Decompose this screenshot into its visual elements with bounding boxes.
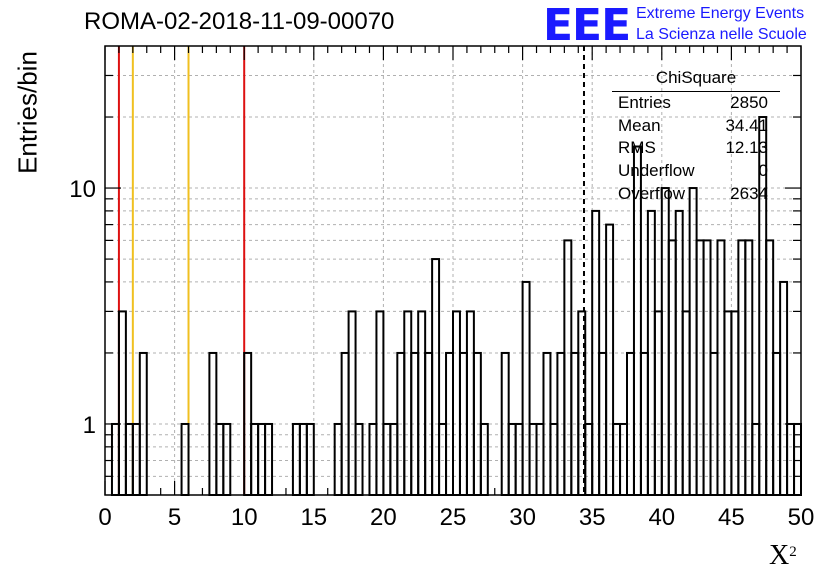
y-tick-label: 1: [83, 412, 96, 439]
histogram-bin: [695, 239, 705, 496]
histogram-bin: [452, 310, 461, 496]
x-tick-label: 25: [440, 504, 467, 531]
brand-line-1: Extreme Energy Events: [636, 5, 805, 22]
histogram-bin: [521, 280, 531, 496]
histogram-bin: [375, 310, 385, 496]
stats-value: 0: [758, 161, 768, 180]
x-tick-label: 30: [509, 504, 536, 531]
stats-label: Overflow: [618, 184, 686, 203]
histogram-bin: [653, 310, 663, 496]
stats-label: Entries: [618, 93, 671, 112]
y-tick-label: 10: [69, 176, 96, 203]
x-tick-label: 40: [648, 504, 675, 531]
histogram-bin: [737, 239, 747, 496]
stats-label: Underflow: [618, 161, 695, 180]
x-tick-label: 45: [718, 504, 745, 531]
x-tick-label: 50: [788, 504, 815, 531]
eee-logo: EEE: [543, 0, 631, 51]
stats-label: RMS: [618, 138, 656, 157]
x-tick-label: 35: [579, 504, 606, 531]
histogram-bin: [702, 239, 712, 496]
x-tick-label: 20: [370, 504, 397, 531]
histogram-bin: [417, 310, 427, 496]
histogram-bin: [117, 310, 127, 496]
histogram-bin: [605, 223, 615, 496]
histogram-bin: [660, 187, 670, 497]
histogram-bin: [779, 280, 789, 496]
stats-label: Mean: [618, 116, 661, 135]
histogram-bin: [688, 187, 698, 497]
histogram-bin: [765, 239, 775, 496]
histogram-bin: [730, 310, 740, 496]
histogram-bin: [347, 310, 357, 496]
x-axis-label-superscript: 2: [789, 544, 797, 560]
histogram-bin: [716, 239, 726, 496]
histogram-bin: [667, 239, 677, 496]
histogram-bin: [465, 310, 475, 496]
histogram-bin: [431, 258, 441, 496]
stats-value: 12.13: [725, 138, 768, 157]
x-tick-label: 15: [300, 504, 327, 531]
plot-title: ROMA-02-2018-11-09-00070: [84, 8, 395, 35]
stats-value: 2850: [730, 93, 768, 112]
stats-box: ChiSquare Entries 2850 Mean 34.41 RMS 12…: [612, 66, 780, 204]
y-axis-label: Entries/bin: [12, 51, 43, 174]
x-tick-label: 0: [98, 504, 111, 531]
histogram-bin: [744, 239, 754, 496]
x-axis-label: X2: [769, 540, 797, 571]
stats-value: 34.41: [725, 116, 768, 135]
stats-value: 2634: [730, 184, 768, 203]
histogram-bin: [403, 310, 413, 496]
axis-ticks: 0 5 10 15 20 25 30 35 40 45 50 1 10: [69, 46, 814, 531]
x-tick-label: 5: [168, 504, 181, 531]
x-tick-label: 10: [231, 504, 258, 531]
stats-title: ChiSquare: [655, 68, 737, 87]
histogram-bin: [681, 310, 691, 496]
stats-divider: [612, 91, 780, 92]
brand-line-2: La Scienza nelle Scuole: [636, 26, 807, 43]
histogram-bin: [723, 310, 733, 496]
histogram-bin: [563, 239, 573, 496]
